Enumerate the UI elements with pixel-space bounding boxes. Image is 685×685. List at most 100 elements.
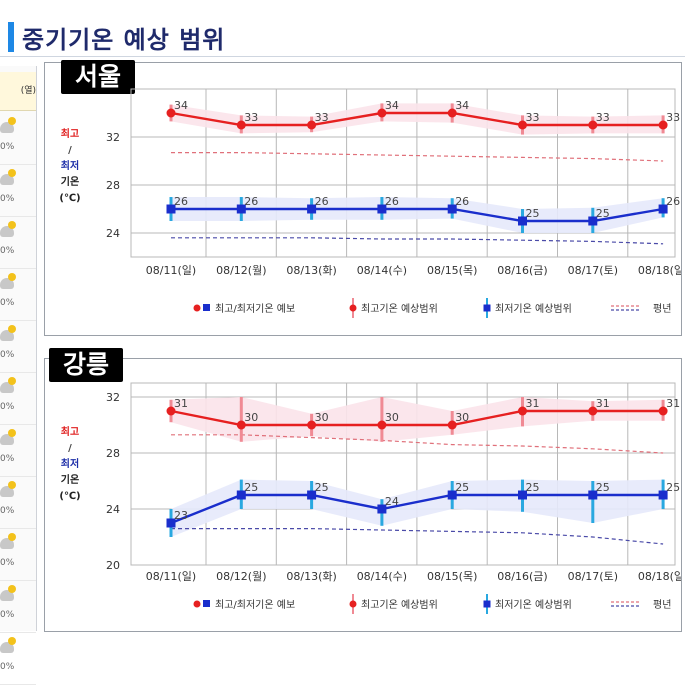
high-forecast-point xyxy=(518,406,527,416)
page-title: 중기기온 예상 범위 xyxy=(22,26,226,54)
legend-high-marker xyxy=(193,304,201,312)
x-tick-label: 08/14(수) xyxy=(357,570,407,583)
sun-icon xyxy=(8,481,16,489)
x-tick-label: 08/17(토) xyxy=(568,570,618,583)
sun-icon xyxy=(8,169,16,177)
low-forecast-point xyxy=(658,490,668,500)
weather-strip-row: 0% xyxy=(0,372,36,425)
precip-percent: 0% xyxy=(0,454,15,464)
low-data-label: 26 xyxy=(315,195,329,208)
cloud-icon xyxy=(0,486,14,497)
x-tick-label: 08/13(화) xyxy=(286,264,336,277)
high-data-label: 33 xyxy=(244,111,258,124)
high-forecast-point xyxy=(518,120,527,130)
weather-strip-row: 0% xyxy=(0,632,36,685)
x-tick-label: 08/15(목) xyxy=(427,264,477,277)
legend-label-low-range: 최저기온 예상범위 xyxy=(495,598,572,611)
low-data-label: 25 xyxy=(526,207,540,220)
y-tick-label: 32 xyxy=(106,391,120,404)
high-data-label: 31 xyxy=(526,397,540,410)
low-forecast-point xyxy=(377,504,387,514)
ylabel-unit: (℃) xyxy=(59,193,81,204)
cloud-icon xyxy=(0,330,14,341)
precip-percent: 0% xyxy=(0,402,15,412)
sun-icon xyxy=(8,325,16,333)
sun-icon xyxy=(8,377,16,385)
legend-low-marker xyxy=(203,600,210,607)
x-tick-label: 08/11(일) xyxy=(146,569,196,583)
sun-icon xyxy=(8,117,16,125)
low-range-band xyxy=(171,197,664,233)
normal-low-line xyxy=(171,528,664,545)
low-forecast-point xyxy=(377,204,387,214)
low-forecast-point xyxy=(658,204,668,214)
high-forecast-point xyxy=(588,120,598,130)
low-data-label: 25 xyxy=(526,481,540,494)
high-data-label: 34 xyxy=(385,99,399,112)
high-forecast-point xyxy=(166,406,176,416)
sun-icon xyxy=(8,637,16,645)
low-forecast-point xyxy=(236,490,246,500)
plot-area xyxy=(130,88,676,258)
chart-panel-seoul: 서울 최고 / 최저 기온 (℃) 24 28 32 34 33 33 34 34 33 33 33… xyxy=(44,60,682,336)
low-forecast-point xyxy=(447,204,457,214)
precip-percent: 0% xyxy=(0,142,15,152)
high-data-label: 34 xyxy=(174,99,188,112)
precip-percent: 0% xyxy=(0,558,15,568)
weather-strip: (열) 0% 0% 0% 0% 0% 0% 0% 0% 0% 0% 0% xyxy=(0,66,37,685)
low-forecast-line xyxy=(171,207,664,223)
x-tick-label: 08/18(일) xyxy=(638,263,681,277)
low-forecast-line xyxy=(170,493,664,525)
sun-icon xyxy=(8,585,16,593)
ylabel-high: 최고 xyxy=(60,129,80,140)
cloud-icon xyxy=(0,122,14,133)
legend-label-high-range: 최고기온 예상범위 xyxy=(361,598,438,611)
cloud-icon xyxy=(0,590,14,601)
high-data-label: 31 xyxy=(596,397,610,410)
temperature-chart: 20 24 28 32 31 30 30 30 30 31 31 31 23 25 25 24 25 25 25 25… xyxy=(106,382,681,614)
high-data-label: 30 xyxy=(315,411,329,424)
precip-percent: 0% xyxy=(0,298,15,308)
weather-strip-row: 0% xyxy=(0,580,36,633)
sun-icon xyxy=(8,533,16,541)
low-data-label: 25 xyxy=(455,481,469,494)
city-badge: 서울 xyxy=(61,60,136,94)
high-data-label: 33 xyxy=(526,111,540,124)
high-data-label: 30 xyxy=(385,411,399,424)
low-data-label: 25 xyxy=(596,207,610,220)
low-data-label: 26 xyxy=(455,195,469,208)
legend-label-high-range: 최고기온 예상범위 xyxy=(361,302,438,315)
cloud-icon xyxy=(0,226,14,237)
low-forecast-point xyxy=(307,204,317,214)
city-badge: 강릉 xyxy=(49,348,124,382)
ylabel-low: 최저 xyxy=(60,459,80,470)
high-data-label: 31 xyxy=(666,397,680,410)
high-forecast-point xyxy=(447,420,457,430)
low-forecast-point xyxy=(518,216,527,226)
high-forecast-point xyxy=(236,120,246,130)
high-forecast-point xyxy=(447,108,457,118)
legend-low-range-marker xyxy=(483,600,491,608)
high-forecast-point xyxy=(307,120,317,130)
precip-percent: 0% xyxy=(0,350,15,360)
x-tick-label: 08/18(일) xyxy=(638,569,681,583)
low-data-label: 24 xyxy=(385,495,399,508)
high-data-label: 33 xyxy=(596,111,610,124)
y-tick-label: 20 xyxy=(106,559,120,572)
precip-percent: 0% xyxy=(0,506,15,516)
low-data-label: 25 xyxy=(666,481,680,494)
high-forecast-point xyxy=(377,108,387,118)
ylabel-slash: / xyxy=(68,443,72,454)
y-tick-label: 28 xyxy=(106,179,120,192)
ylabel-unit: (℃) xyxy=(59,491,81,502)
x-tick-label: 08/12(월) xyxy=(216,570,266,583)
high-data-label: 31 xyxy=(174,397,188,410)
temperature-chart: 24 28 32 34 33 33 34 34 33 33 33 26 26 26 26 26 25 25 26 08… xyxy=(106,88,681,318)
legend-high-range-marker xyxy=(349,600,357,608)
weather-strip-row: 0% xyxy=(0,424,36,477)
low-forecast-point xyxy=(236,204,246,214)
low-forecast-point xyxy=(447,490,457,500)
low-forecast-point xyxy=(588,490,598,500)
title-divider xyxy=(0,56,685,57)
high-forecast-line xyxy=(170,409,664,427)
